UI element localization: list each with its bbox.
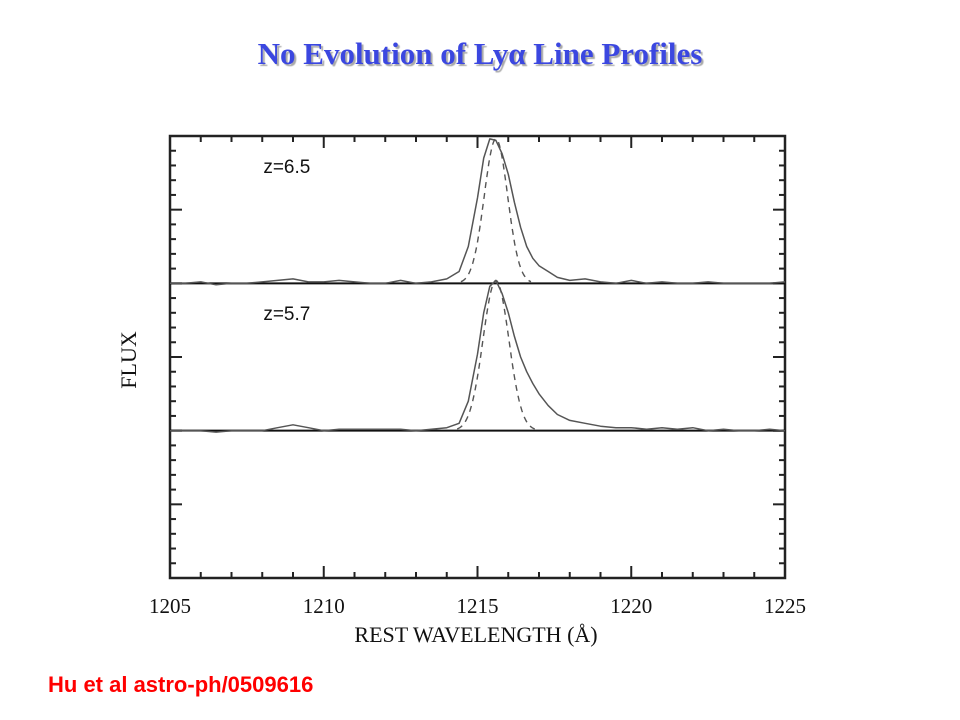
x-axis-title: REST WAVELENGTH (Å) [354,622,597,647]
citation: Hu et al astro-ph/0509616 [48,672,314,697]
observed-spectrum-line [170,279,786,433]
slide-title: No Evolution of Lyα Line Profiles [257,36,703,71]
gaussian-fit-dashed-line [460,138,532,283]
observed-spectrum-line [170,138,786,286]
x-tick-label: 1215 [457,594,499,618]
y-axis-title: FLUX [116,331,141,389]
x-tick-label: 1205 [149,594,191,618]
panel-label: z=5.7 [263,304,310,325]
gaussian-fit-dashed-line [456,279,535,430]
series-panel-1: z=6.5 [170,138,786,286]
series-panel-2: z=5.7 [170,279,786,433]
plot-area: 1205 1210 1215 1220 1225 z=6.5 z=5.7 [149,134,806,618]
x-tick-label: 1220 [610,594,652,618]
panel-label: z=6.5 [263,157,310,178]
x-tick-label: 1225 [764,594,806,618]
x-tick-label: 1210 [303,594,345,618]
